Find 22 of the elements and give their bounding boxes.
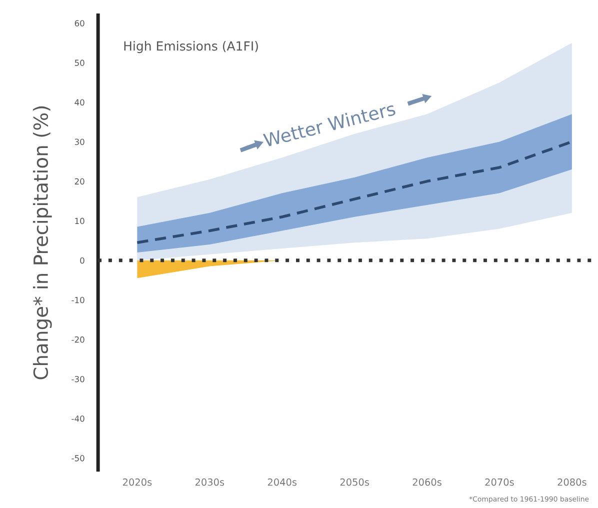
y-tick-label: -30 (72, 376, 84, 382)
x-tick-label: 2080s (558, 478, 586, 486)
y-tick-label: 50 (74, 60, 84, 66)
x-tick-label: 2050s (340, 478, 369, 486)
annotation: Wetter Winters (262, 101, 396, 148)
y-tick-label: 60 (74, 20, 84, 26)
x-tick-label: 2040s (268, 478, 297, 486)
y-tick-label: 0 (80, 257, 84, 264)
x-tick-label: 2070s (485, 478, 514, 486)
y-tick-label: -50 (72, 455, 84, 462)
y-tick-label: 10 (75, 218, 84, 224)
y-axis-title: Change* in Precipitation (%) (33, 106, 52, 380)
x-tick-label: 2060s (412, 478, 442, 486)
y-tick-label: -20 (72, 336, 84, 343)
y-tick-label: -10 (72, 296, 84, 304)
y-tick-label: 20 (74, 178, 84, 185)
y-tick-label: -40 (72, 415, 84, 422)
x-tick-label: 2020s (123, 478, 152, 486)
x-tick-label: 2030s (195, 478, 224, 486)
text: High Emissions (A1FI) (124, 41, 258, 54)
y-tick-label: 40 (74, 99, 84, 106)
y-tick-label: 30 (74, 138, 84, 146)
